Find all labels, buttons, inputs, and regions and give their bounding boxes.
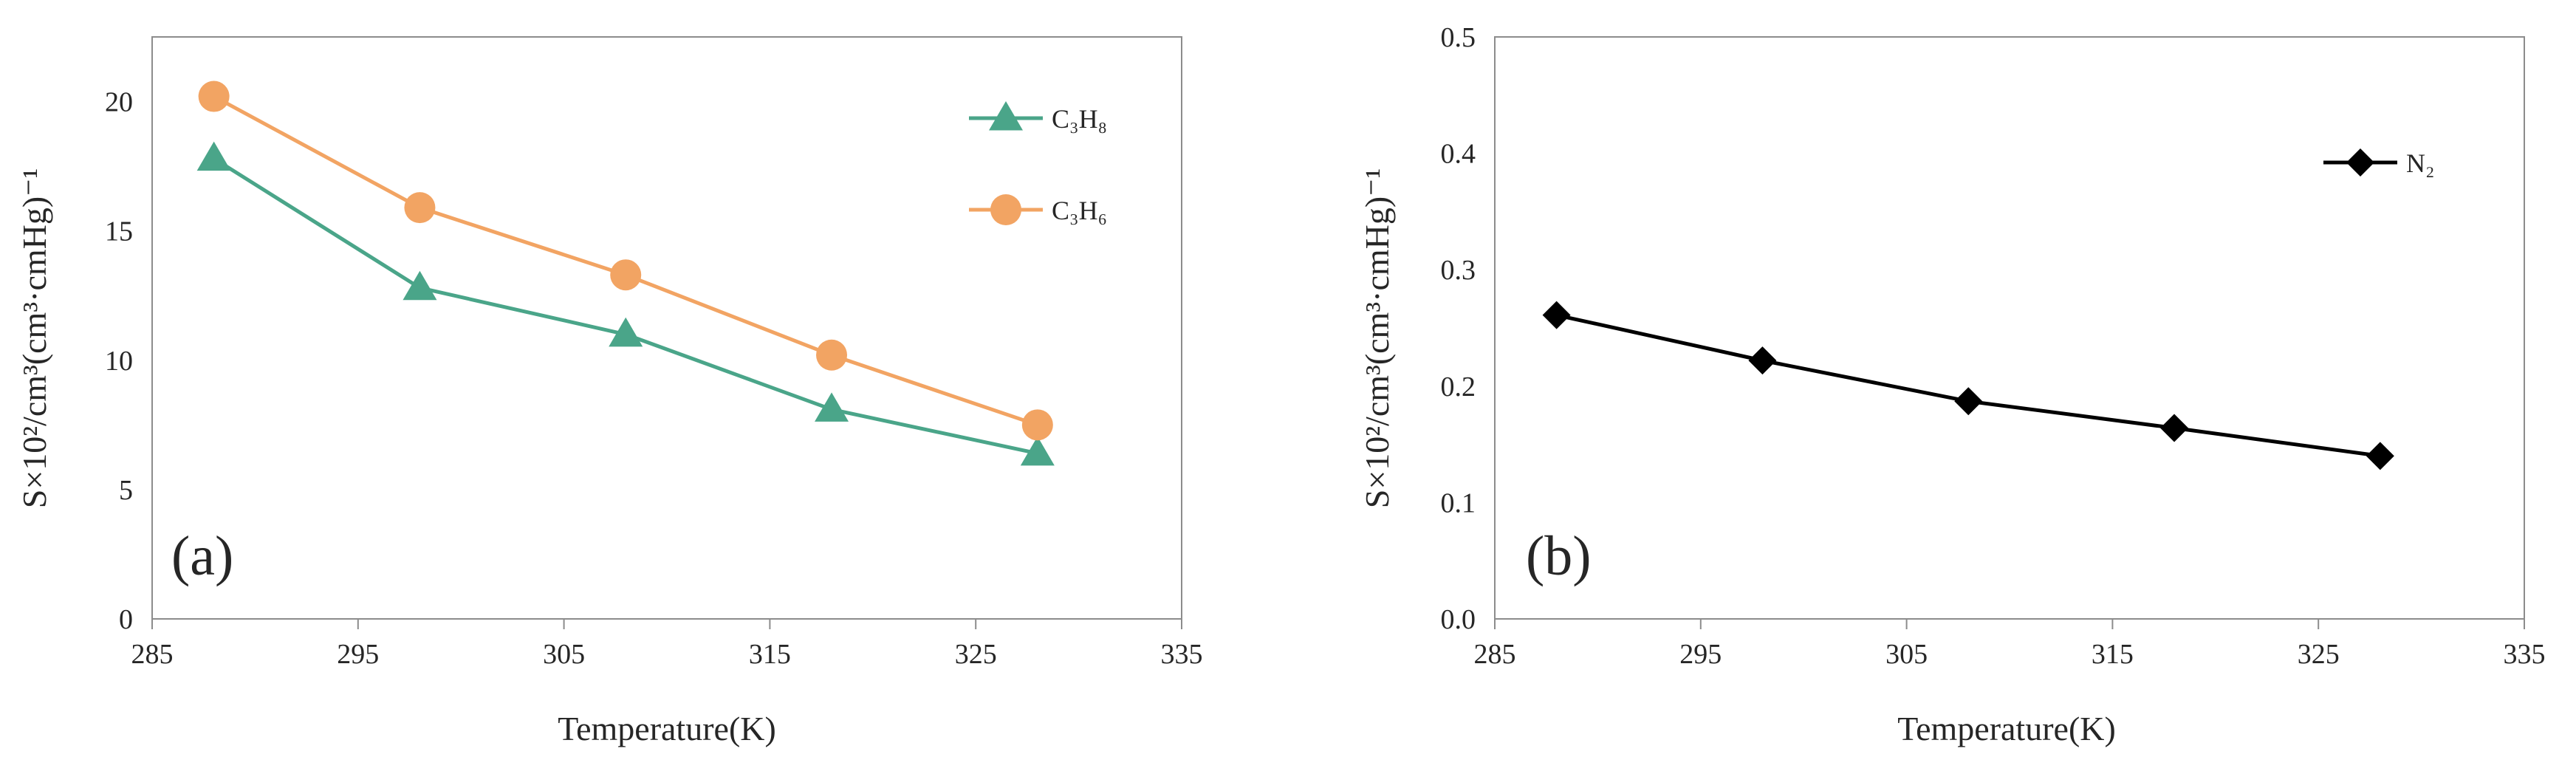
x-tick-label: 305	[1885, 639, 1928, 670]
x-tick-label: 295	[1679, 639, 1722, 670]
data-point-c3h8	[815, 392, 849, 422]
plot-area-border	[151, 36, 1182, 620]
series-line-c3h8	[213, 157, 1038, 456]
axes-frame-a	[151, 36, 1182, 620]
y-tick-label: 15	[105, 216, 133, 247]
legend-b: N₂	[2323, 148, 2435, 178]
data-point-c3h8	[609, 317, 643, 347]
x-tick-label: 335	[1161, 639, 1203, 670]
y-tick-label: 0.3	[1441, 255, 1476, 286]
y-tick-label: 10	[105, 346, 133, 377]
panel-label-b: (b)	[1526, 525, 1592, 587]
legend-marker-c3h6	[990, 194, 1021, 225]
x-tick-label: 335	[2504, 639, 2546, 670]
x-axis-title-a: Temperature(K)	[558, 710, 776, 747]
series-layer-b	[1542, 301, 2394, 470]
data-point-c3h6	[610, 259, 642, 291]
axis-ticks-a: 285 295 305 315 325 335 0 5 10 15 20	[105, 87, 1203, 670]
x-tick-label: 325	[2298, 639, 2340, 670]
series-line-n2	[1556, 313, 2381, 458]
x-tick-label: 315	[749, 639, 791, 670]
y-tick-label: 0.4	[1441, 139, 1476, 170]
y-tick-label: 5	[119, 475, 133, 506]
series-layer-a	[196, 81, 1055, 466]
panel-label-a: (a)	[171, 525, 233, 587]
data-point-c3h8	[1020, 436, 1055, 466]
x-axis-title-b: Temperature(K)	[1897, 710, 2116, 747]
legend-label-c3h8: C₃H₈	[1052, 104, 1107, 134]
data-point-c3h8	[196, 141, 231, 171]
legend-a: C₃H₈ C₃H₆	[969, 101, 1107, 225]
x-tick-label: 285	[1474, 639, 1516, 670]
y-tick-label: 0.1	[1441, 487, 1476, 518]
x-tick-label: 315	[2092, 639, 2134, 670]
y-axis-title-b: S×10²/cm³(cm³·cmHg)⁻¹	[1358, 168, 1396, 509]
data-point-c3h6	[816, 339, 848, 371]
data-point-c3h6	[198, 81, 230, 112]
x-tick-label: 295	[337, 639, 379, 670]
y-tick-label: 0.0	[1441, 604, 1476, 635]
y-tick-label: 0.5	[1441, 22, 1476, 53]
legend-label-c3h6: C₃H₆	[1052, 196, 1107, 225]
data-point-c3h6	[1021, 409, 1053, 441]
axes-frame-b	[1494, 36, 2525, 620]
y-tick-label: 20	[105, 87, 133, 118]
data-point-n2	[2160, 414, 2189, 442]
data-point-c3h6	[404, 192, 436, 224]
x-tick-label: 325	[955, 639, 997, 670]
y-tick-label: 0.2	[1441, 371, 1476, 403]
data-point-c3h8	[402, 270, 437, 301]
data-point-n2	[1748, 346, 1777, 375]
legend-label-n2: N₂	[2406, 148, 2435, 178]
data-point-n2	[1954, 387, 1983, 416]
data-point-n2	[1542, 301, 1571, 329]
legend-marker-c3h8	[989, 101, 1023, 131]
y-tick-label: 0	[119, 604, 133, 635]
x-tick-label: 285	[131, 639, 174, 670]
axis-ticks-b: 285 295 305 315 325 335 0.0 0.1 0.2 0.3 0.4 0.5	[1441, 22, 2546, 670]
plot-area-border	[1494, 36, 2525, 620]
legend-marker-n2	[2346, 148, 2374, 177]
x-tick-label: 305	[543, 639, 585, 670]
y-axis-title-a: S×10²/cm³(cm³·cmHg)⁻¹	[16, 168, 53, 509]
data-point-n2	[2366, 442, 2394, 470]
